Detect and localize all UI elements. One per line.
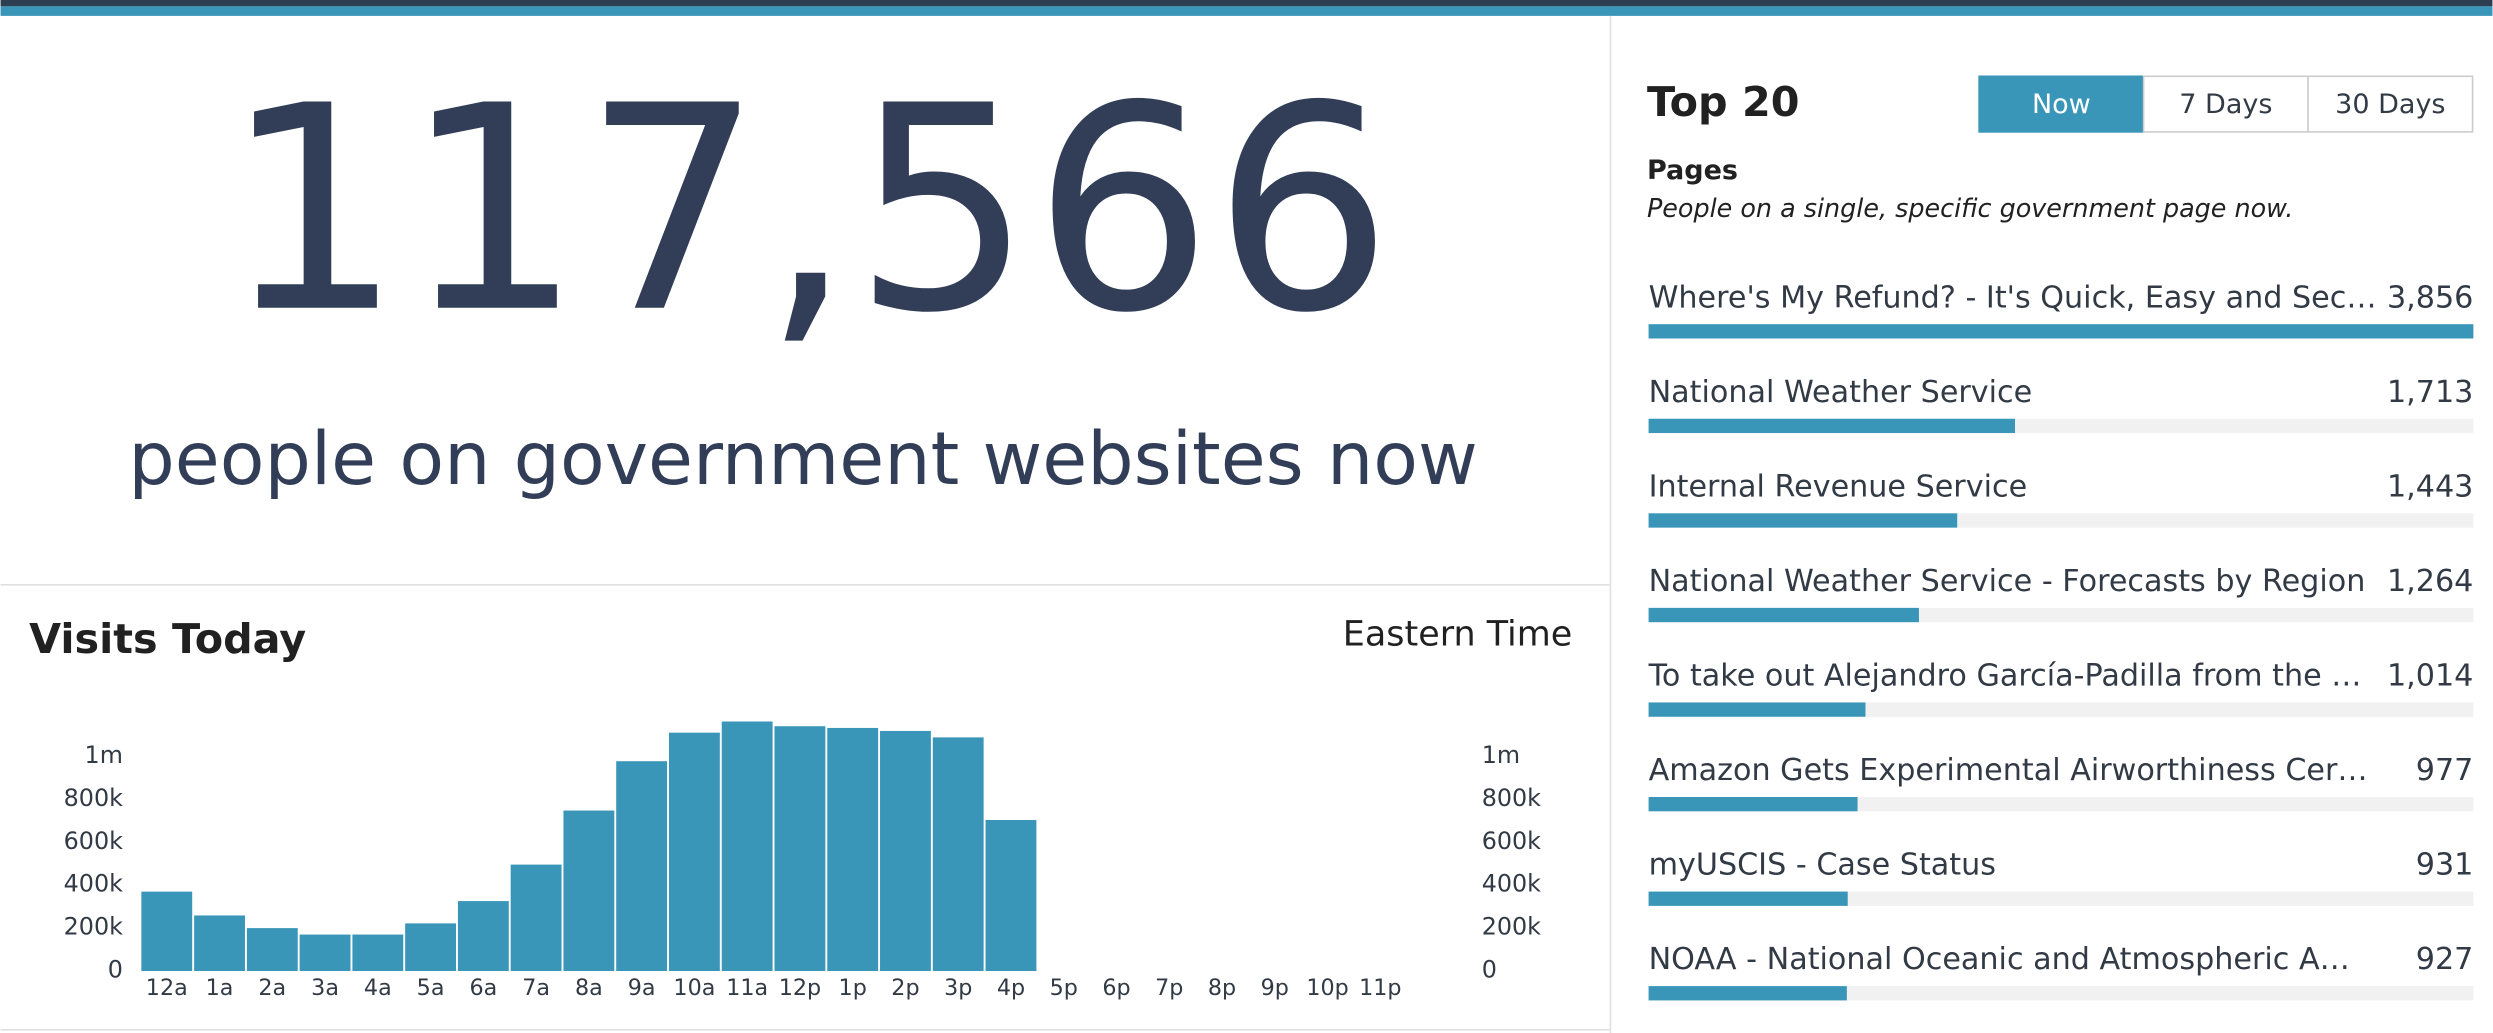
bar: [774, 726, 826, 972]
bar: [1648, 607, 1919, 623]
page-title[interactable]: National Weather Service: [1649, 375, 2033, 410]
x-tick-label: 4p: [997, 975, 1025, 1001]
x-tick-label: 11a: [726, 975, 768, 1001]
page-count: 977: [2416, 753, 2474, 788]
y-tick-label: 600k: [64, 827, 123, 855]
bar: [1648, 796, 1858, 812]
y-tick-label: 1m: [85, 741, 123, 769]
y2-tick-label: 400k: [1482, 870, 1541, 898]
bar: [1648, 891, 1848, 906]
page-title[interactable]: Where's My Refund? - It's Quick, Easy an…: [1649, 280, 2377, 315]
y2-tick-label: 1m: [1482, 741, 1520, 769]
realtime-caption: people on government websites now: [128, 417, 1477, 502]
y2-tick-label: 600k: [1482, 827, 1541, 855]
tab-button[interactable]: [1978, 75, 2145, 133]
x-tick-label: 7p: [1155, 975, 1183, 1001]
x-tick-label: 8p: [1208, 975, 1236, 1001]
tab-label[interactable]: 30 Days: [2335, 89, 2445, 120]
y-tick-label: 800k: [64, 784, 123, 812]
bar: [563, 810, 615, 972]
page-count: 931: [2416, 848, 2474, 883]
bar: [352, 934, 404, 972]
top-pages-list: Where's My Refund? - It's Quick, Easy an…: [1648, 280, 2474, 1001]
y-tick-label: 0: [108, 956, 123, 984]
x-tick-label: 6a: [469, 975, 497, 1001]
bar-track: [1648, 891, 2474, 906]
bar: [1648, 513, 1958, 528]
page-title[interactable]: myUSCIS - Case Status: [1649, 848, 1996, 883]
x-tick-label: 10p: [1306, 975, 1348, 1001]
tab-group: Now 7 Days 30 Days: [1978, 75, 2474, 133]
x-tick-label: 7a: [522, 975, 550, 1001]
subsection-title: Pages: [1647, 155, 1738, 186]
x-tick-label: 5a: [417, 975, 445, 1001]
bar: [405, 923, 457, 972]
x-tick-label: 12p: [779, 975, 821, 1001]
bar: [616, 761, 668, 972]
bar: [827, 727, 879, 972]
page-count: 1,443: [2387, 469, 2473, 504]
x-tick-label: 9p: [1261, 975, 1289, 1001]
tab-label[interactable]: 7 Days: [2179, 89, 2272, 120]
x-tick-label: 2p: [891, 975, 919, 1001]
bar: [299, 934, 351, 972]
x-tick-label: 6p: [1102, 975, 1130, 1001]
y2-tick-label: 200k: [1482, 913, 1541, 941]
tab-button[interactable]: [2307, 75, 2474, 133]
bar: [985, 819, 1037, 972]
y2-tick-label: 800k: [1482, 784, 1541, 812]
top-bar-accent: [0, 6, 2493, 16]
bar: [457, 901, 509, 972]
x-tick-label: 2a: [258, 975, 286, 1001]
y2-tick-label: 0: [1482, 956, 1497, 984]
x-tick-label: 4a: [364, 975, 392, 1001]
top-bar: [0, 0, 2493, 7]
page-count: 927: [2416, 942, 2474, 977]
bar: [1648, 324, 2474, 339]
bar: [721, 721, 773, 972]
page-title[interactable]: Internal Revenue Service: [1649, 469, 2028, 504]
visits-chart: 0 0 200k 200k 400k 400k 600k 600k 800k 800k 1m 1m 12…: [64, 721, 1541, 1001]
tab-label[interactable]: Now: [2032, 89, 2091, 120]
bar: [194, 915, 245, 972]
x-tick-label: 12a: [146, 975, 188, 1001]
bar: [1648, 418, 2015, 434]
x-tick-label: 8a: [575, 975, 603, 1001]
page-title[interactable]: National Weather Service - Forecasts by …: [1649, 564, 2366, 599]
bar: [510, 864, 562, 972]
timezone: Eastern Time: [1343, 615, 1572, 655]
realtime-count: 117,566: [223, 45, 1393, 375]
bar: [141, 891, 193, 972]
bar: [668, 732, 720, 972]
y-tick-label: 400k: [64, 870, 123, 898]
page-count: 3,856: [2387, 280, 2473, 315]
x-tick-label: 1a: [206, 975, 234, 1001]
bar: [932, 737, 984, 972]
x-tick-label: 10a: [673, 975, 715, 1001]
section-title: Top 20: [1647, 78, 1800, 126]
y-tick-label: 200k: [64, 913, 123, 941]
x-tick-label: 11p: [1359, 975, 1401, 1001]
section-title: Visits Today: [29, 615, 306, 663]
description: People on a single, specific government …: [1647, 193, 2293, 223]
bar: [880, 730, 931, 972]
x-tick-label: 3p: [944, 975, 972, 1001]
page-count: 1,014: [2387, 659, 2473, 694]
bar: [1648, 702, 1866, 717]
tab-button[interactable]: [2142, 75, 2309, 133]
x-tick-label: 3a: [311, 975, 339, 1001]
bar: [246, 928, 298, 972]
page-title[interactable]: To take out Alejandro García-Padilla fro…: [1648, 659, 2362, 694]
page-count: 1,264: [2387, 564, 2473, 599]
page-title[interactable]: NOAA - National Oceanic and Atmospheric …: [1649, 942, 2350, 977]
x-tick-label: 1p: [839, 975, 867, 1001]
x-tick-label: 5p: [1050, 975, 1078, 1001]
bar: [1648, 986, 1847, 1001]
page-count: 1,713: [2387, 375, 2473, 410]
page-title[interactable]: Amazon Gets Experimental Airworthiness C…: [1649, 753, 2368, 788]
x-tick-label: 9a: [628, 975, 656, 1001]
bar-track: [1648, 986, 2474, 1001]
